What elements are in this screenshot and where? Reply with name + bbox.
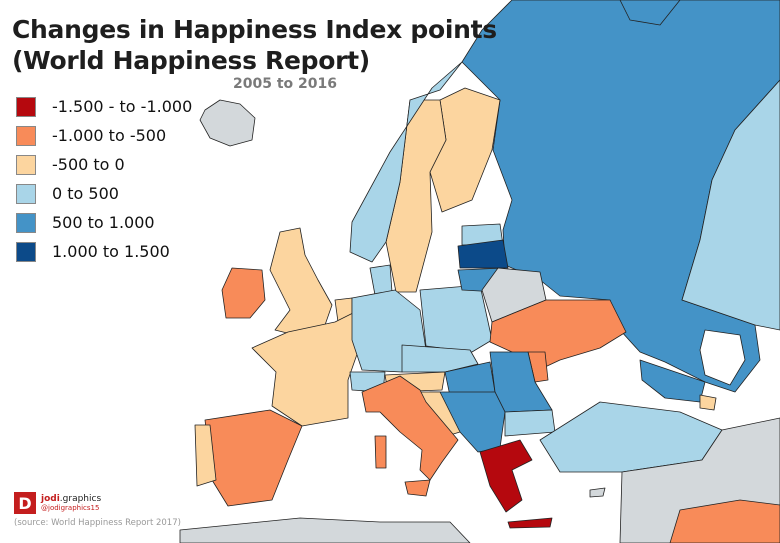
country-france — [251, 311, 363, 427]
legend-label: -500 to 0 — [52, 155, 125, 174]
legend-item: -500 to 0 — [16, 150, 192, 179]
title-line-2: (World Happiness Report) — [12, 46, 370, 75]
legend-swatch — [16, 212, 36, 233]
brand-name: jodi.graphics — [41, 494, 101, 504]
country-ireland — [221, 267, 266, 319]
country-poland — [419, 284, 493, 353]
caspian-sea — [699, 329, 746, 386]
brand-handle: @jodigraphics15 — [41, 504, 100, 512]
country-greece-crete — [507, 517, 553, 529]
country-portugal — [194, 424, 217, 487]
brand: D jodi.graphics @jodigraphics15 — [14, 492, 101, 514]
legend-label: 0 to 500 — [52, 184, 119, 203]
legend-label: 1.000 to 1.500 — [52, 242, 170, 261]
legend-item: -1.500 - to -1.000 — [16, 92, 192, 121]
country-armenia — [699, 394, 717, 411]
country-kazakhstan — [681, 79, 780, 331]
country-russia-north-island — [619, 0, 681, 26]
country-italy-sicily — [404, 479, 431, 497]
legend-item: 500 to 1.000 — [16, 208, 192, 237]
legend-item: -1.000 to -500 — [16, 121, 192, 150]
legend-item: 0 to 500 — [16, 179, 192, 208]
legend-label: -1.000 to -500 — [52, 126, 167, 145]
legend-swatch — [16, 96, 36, 117]
source-note: (source: World Happiness Report 2017) — [14, 518, 181, 528]
legend-label: -1.500 - to -1.000 — [52, 97, 193, 116]
title-line-1: Changes in Happiness Index points — [12, 15, 497, 44]
legend-item: 1.000 to 1.500 — [16, 237, 192, 266]
brand-name-rest: .graphics — [59, 494, 102, 504]
country-georgia — [639, 359, 706, 403]
legend-swatch — [16, 125, 36, 146]
country-uk — [269, 227, 333, 336]
country-greece — [479, 439, 533, 513]
country-cyprus — [589, 487, 606, 498]
map-subtitle: 2005 to 2016 — [233, 76, 337, 92]
brand-logo: D — [14, 492, 36, 514]
country-italy-sardinia — [374, 435, 387, 469]
region-middle-east-orange — [669, 499, 780, 543]
legend-swatch — [16, 183, 36, 204]
legend: -1.500 - to -1.000 -1.000 to -500 -500 t… — [16, 92, 192, 266]
region-north-africa — [179, 517, 471, 543]
country-latvia — [457, 239, 509, 269]
legend-label: 500 to 1.000 — [52, 213, 155, 232]
brand-name-bold: jodi — [41, 494, 60, 504]
country-denmark — [369, 264, 393, 296]
country-iceland — [199, 99, 256, 147]
legend-swatch — [16, 241, 36, 262]
map-title: Changes in Happiness Index points (World… — [12, 14, 497, 76]
legend-swatch — [16, 154, 36, 175]
country-spain — [204, 409, 303, 507]
country-bulgaria — [504, 409, 556, 437]
country-norway — [349, 61, 463, 263]
